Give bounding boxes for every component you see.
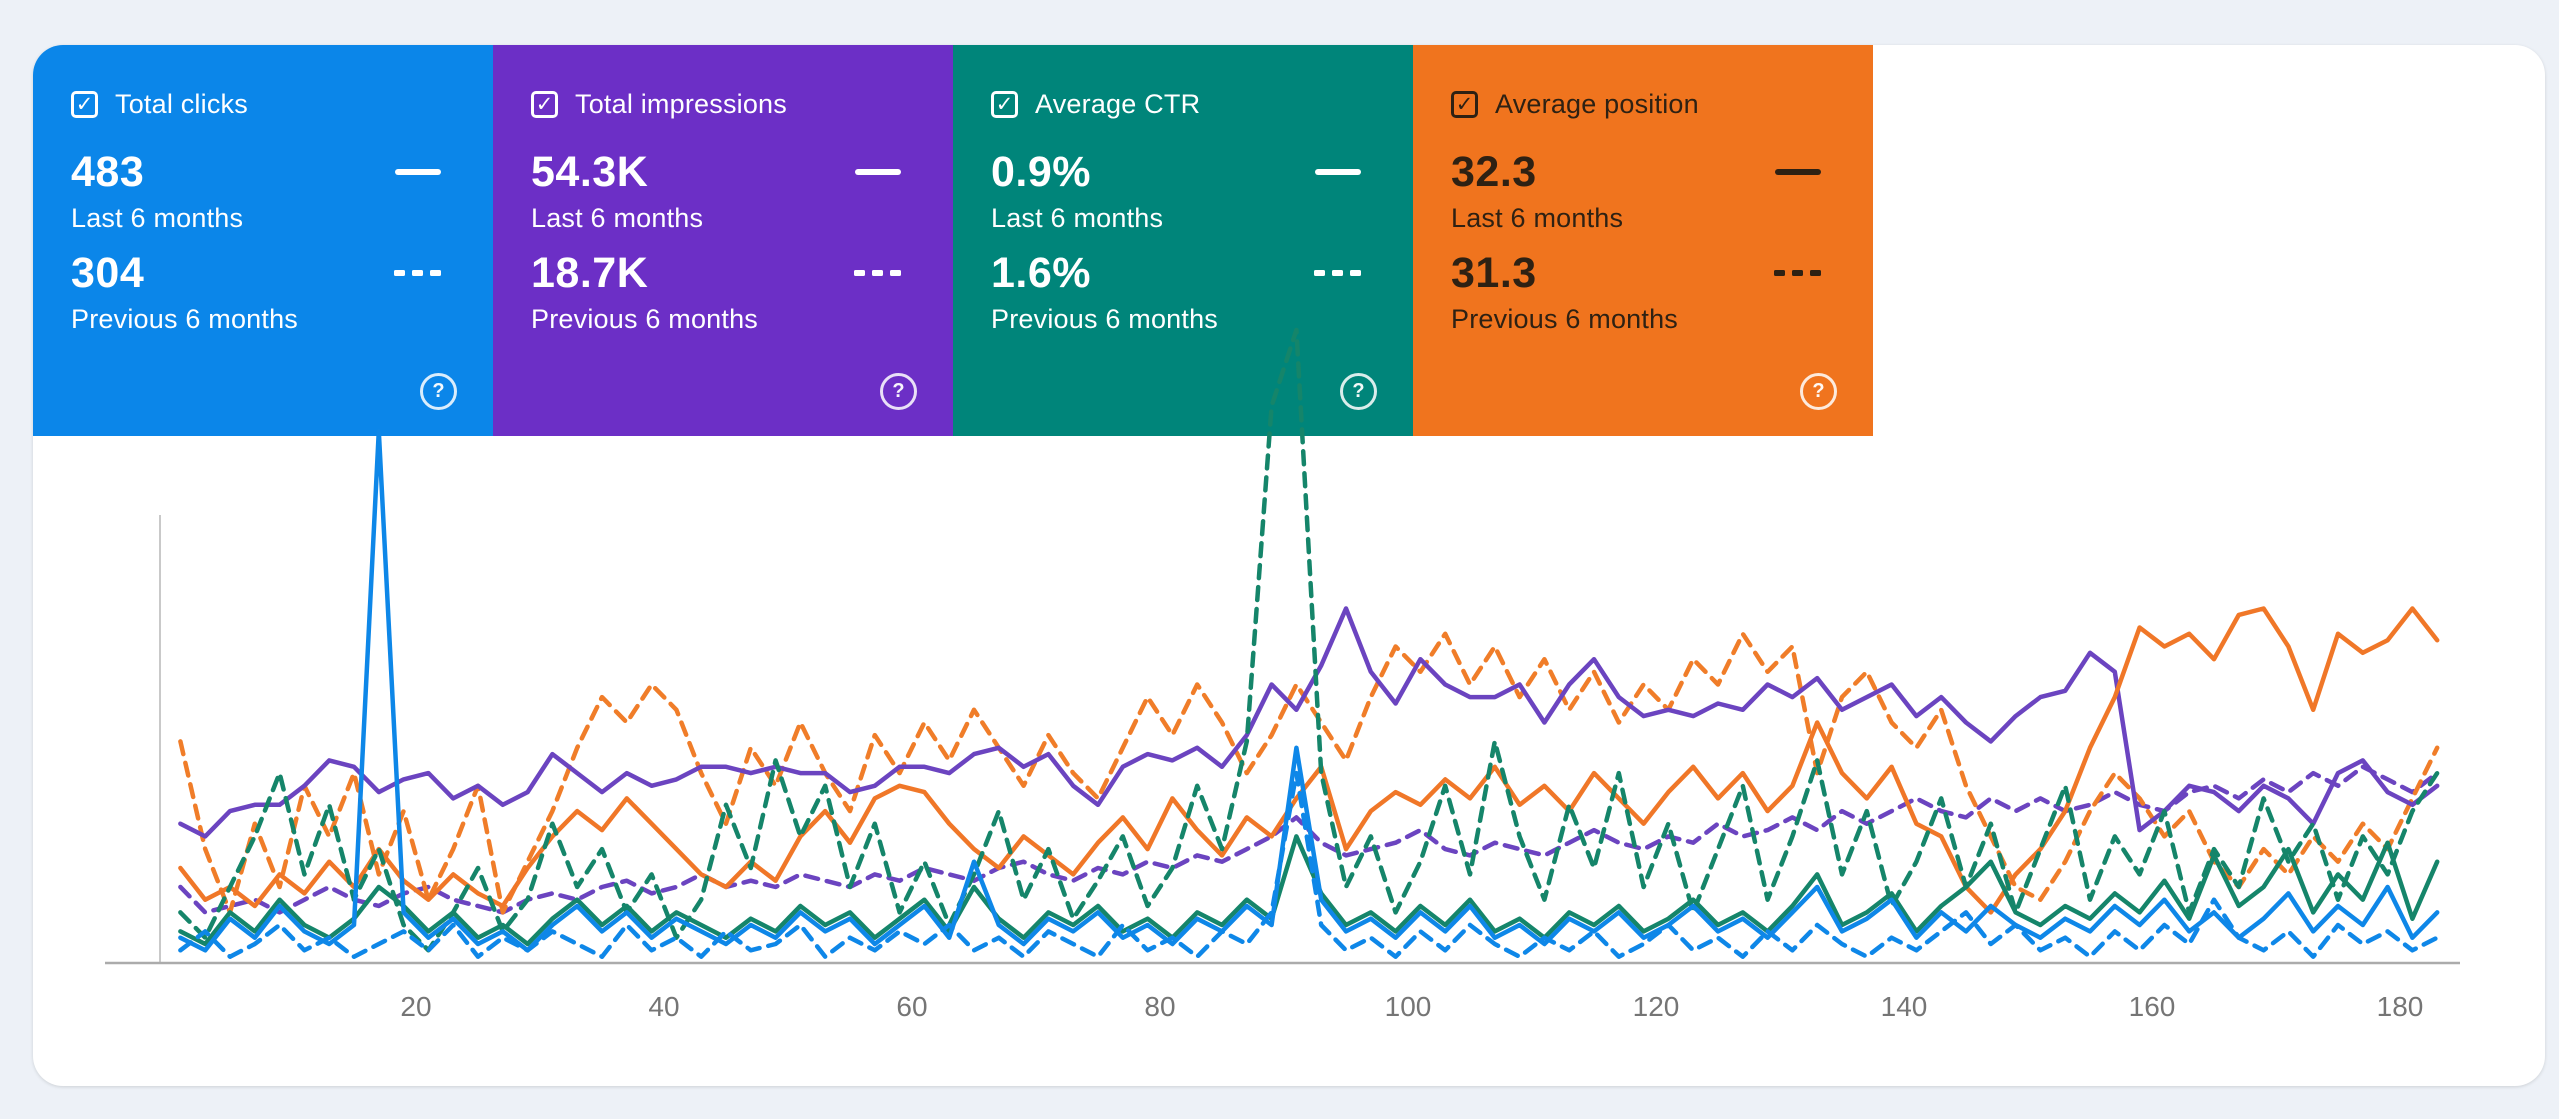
performance-chart[interactable]: 20 40 60 80 100 120 140 160 180 <box>90 300 2545 1040</box>
secondary-value: 31.3 <box>1451 248 1537 297</box>
performance-chart-svg[interactable]: 20 40 60 80 100 120 140 160 180 <box>90 300 2545 1040</box>
secondary-period-label: Previous 6 months <box>71 304 299 334</box>
total-clicks-checkbox[interactable]: ✓ <box>71 90 98 118</box>
checkmark-icon: ✓ <box>995 91 1014 116</box>
x-tick-label: 20 <box>400 991 431 1022</box>
checkmark-icon: ✓ <box>75 91 94 116</box>
metric-card-average-ctr[interactable]: ✓ Average CTR 0.9% Last 6 months 1.6% Pr… <box>953 45 1413 436</box>
secondary-value: 304 <box>71 248 145 297</box>
metric-label: Total clicks <box>115 88 248 119</box>
checkmark-icon: ✓ <box>1455 91 1474 116</box>
secondary-value-row: 31.3 <box>1451 248 1821 298</box>
metric-card-total-clicks[interactable]: ✓ Total clicks 483 Last 6 months 304 Pre… <box>33 45 493 436</box>
primary-value-row: 483 <box>71 147 441 197</box>
metric-cards-row: ✓ Total clicks 483 Last 6 months 304 Pre… <box>33 45 1873 436</box>
primary-period-label: Last 6 months <box>991 203 1164 233</box>
series-line-ctr-last <box>178 834 2440 947</box>
x-tick-label: 120 <box>1633 991 1680 1022</box>
primary-value: 483 <box>71 147 145 196</box>
metric-card-total-impressions[interactable]: ✓ Total impressions 54.3K Last 6 months … <box>493 45 953 436</box>
solid-line-indicator <box>395 169 441 175</box>
secondary-period-label: Previous 6 months <box>991 304 1219 334</box>
x-tick-label: 40 <box>648 991 679 1022</box>
x-tick-label: 80 <box>1144 991 1175 1022</box>
primary-value-row: 32.3 <box>1451 147 1821 197</box>
primary-value-row: 0.9% <box>991 147 1361 197</box>
metric-label: Average CTR <box>1035 88 1201 119</box>
help-icon[interactable]: ? <box>880 373 917 410</box>
x-tick-label: 180 <box>2377 991 2424 1022</box>
secondary-value-row: 18.7K <box>531 248 901 298</box>
primary-period-label: Last 6 months <box>1451 203 1624 233</box>
average-position-checkbox[interactable]: ✓ <box>1451 90 1478 118</box>
card-header: ✓ Average position <box>1451 87 1821 121</box>
primary-value: 54.3K <box>531 147 649 196</box>
primary-value: 0.9% <box>991 147 1092 196</box>
x-tick-label: 60 <box>896 991 927 1022</box>
x-tick-label: 160 <box>2129 991 2176 1022</box>
dashed-line-indicator <box>387 270 441 276</box>
dashed-line-indicator <box>847 270 901 276</box>
series-line-impressions-last <box>178 606 2440 839</box>
solid-line-indicator <box>1315 169 1361 175</box>
secondary-value-row: 1.6% <box>991 248 1361 298</box>
dashed-line-indicator <box>1767 270 1821 276</box>
solid-line-indicator <box>1775 169 1821 175</box>
average-ctr-checkbox[interactable]: ✓ <box>991 90 1018 118</box>
help-icon[interactable]: ? <box>1340 373 1377 410</box>
card-header: ✓ Total clicks <box>71 87 441 121</box>
metric-label: Average position <box>1495 88 1699 119</box>
x-tick-label: 100 <box>1385 991 1432 1022</box>
primary-value: 32.3 <box>1451 147 1537 196</box>
series-line-position-previous <box>178 631 2440 915</box>
secondary-value-row: 304 <box>71 248 441 298</box>
card-header: ✓ Average CTR <box>991 87 1361 121</box>
help-icon[interactable]: ? <box>1800 373 1837 410</box>
solid-line-indicator <box>855 169 901 175</box>
total-impressions-checkbox[interactable]: ✓ <box>531 90 558 118</box>
secondary-period-label: Previous 6 months <box>531 304 759 334</box>
series-line-clicks-previous <box>178 770 2440 959</box>
dashed-line-indicator <box>1307 270 1361 276</box>
help-icon[interactable]: ? <box>420 373 457 410</box>
secondary-value: 1.6% <box>991 248 1092 297</box>
secondary-value: 18.7K <box>531 248 649 297</box>
metric-card-average-position[interactable]: ✓ Average position 32.3 Last 6 months 31… <box>1413 45 1873 436</box>
checkmark-icon: ✓ <box>535 91 554 116</box>
primary-period-label: Last 6 months <box>531 203 704 233</box>
card-header: ✓ Total impressions <box>531 87 901 121</box>
performance-panel: ✓ Total clicks 483 Last 6 months 304 Pre… <box>33 45 2545 1086</box>
metric-label: Total impressions <box>575 88 787 119</box>
x-tick-label: 140 <box>1881 991 1928 1022</box>
primary-value-row: 54.3K <box>531 147 901 197</box>
series-line-ctr-previous <box>178 327 2440 953</box>
series-line-clicks-last <box>178 429 2440 953</box>
primary-period-label: Last 6 months <box>71 203 244 233</box>
secondary-period-label: Previous 6 months <box>1451 304 1679 334</box>
